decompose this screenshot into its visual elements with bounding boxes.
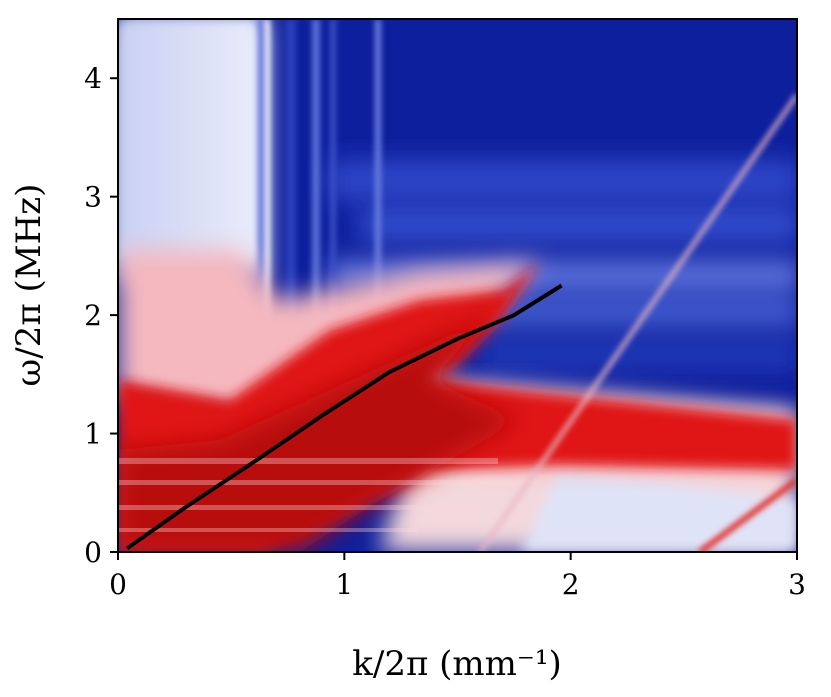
dark-red-region [118,310,520,552]
y-tick-label: 3 [84,181,102,214]
x-axis-ticks: 0 1 2 3 [109,552,806,601]
x-tick-label: 0 [109,568,127,601]
x-tick-label: 2 [562,568,580,601]
y-tick-label: 4 [84,62,102,95]
pale-region [118,19,258,259]
heatmap [118,19,797,552]
tertiary-mode-line [698,477,797,552]
y-tick-label: 2 [84,299,102,332]
y-tick-label: 1 [84,418,102,451]
y-axis-ticks: 0 1 2 3 4 [84,62,118,569]
dispersion-fit-line [125,283,563,551]
striations [118,458,538,532]
vertical-streaks [258,19,381,399]
plot-frame [117,18,798,553]
y-tick-label: 0 [84,536,102,569]
secondary-mode-line [477,93,797,552]
x-tick-label: 1 [335,568,353,601]
x-tick-label: 3 [788,568,806,601]
y-axis-label: ω/2π (MHz) [9,184,49,387]
x-axis-label: k/2π (mm⁻¹) [352,644,561,684]
